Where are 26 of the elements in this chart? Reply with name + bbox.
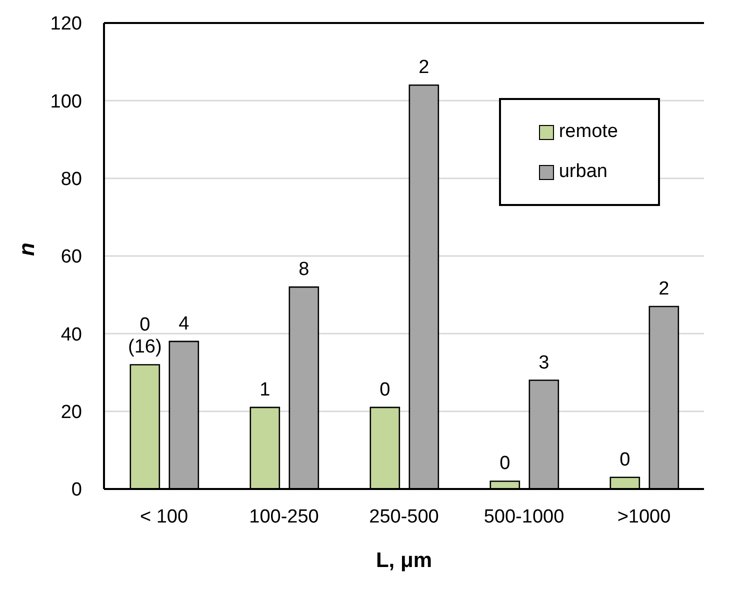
x-axis-title: L, μm xyxy=(376,549,432,572)
y-axis-title: n xyxy=(14,242,39,256)
annotation: 8 xyxy=(298,259,310,280)
y-tick-label: 40 xyxy=(60,324,82,346)
annotation: 2 xyxy=(658,278,670,300)
annotation: 2 xyxy=(418,57,430,78)
annotation: 0 (16) xyxy=(128,314,162,358)
annotation: 3 xyxy=(538,352,550,374)
legend-label: urban xyxy=(558,161,608,183)
x-tick-label: 100-250 xyxy=(249,506,319,528)
x-tick-label: >1000 xyxy=(617,506,671,528)
y-tick-label: 120 xyxy=(50,14,82,35)
y-tick-label: 80 xyxy=(60,169,82,190)
y-tick-label: 0 xyxy=(71,480,82,501)
annotation: 0 xyxy=(380,379,390,400)
y-tick-label: 20 xyxy=(60,402,82,424)
x-tick-label: 500-1000 xyxy=(484,506,564,528)
legend-label: remote xyxy=(558,121,618,143)
annotation: 4 xyxy=(178,313,190,334)
x-tick-label: < 100 xyxy=(140,506,188,528)
y-tick-label: 100 xyxy=(50,91,82,112)
annotation: 1 xyxy=(260,379,270,400)
x-tick-label: 250-500 xyxy=(369,506,439,528)
annotation: 0 xyxy=(620,449,630,470)
annotation: 0 xyxy=(500,453,510,474)
y-tick-label: 60 xyxy=(60,246,82,268)
